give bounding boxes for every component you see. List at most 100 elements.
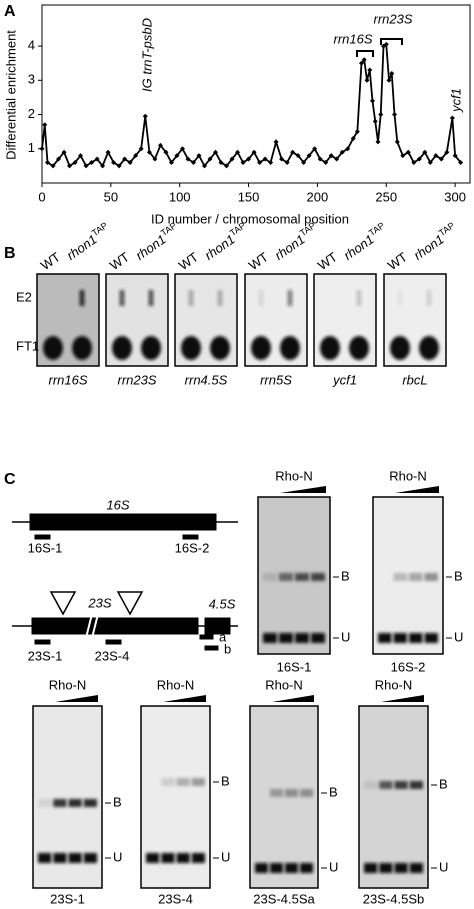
y-tick-label: 4 (28, 38, 35, 53)
data-point (89, 159, 95, 165)
gel-band (311, 633, 325, 643)
gel-name: 16S-2 (391, 659, 426, 674)
data-point (422, 149, 428, 155)
gel-band (393, 633, 407, 643)
gel-band (176, 778, 190, 786)
gel-band (424, 633, 438, 643)
data-point (94, 156, 100, 162)
gene-label: 4.5S (209, 596, 236, 611)
data-point (369, 98, 375, 104)
lane-superscript: TAP (90, 221, 110, 239)
bracket (380, 38, 403, 45)
data-point (201, 163, 207, 169)
data-point (273, 139, 279, 145)
data-point (306, 153, 312, 159)
band-label: U (113, 849, 122, 864)
data-point (312, 146, 318, 152)
gel-band (72, 336, 92, 360)
gel-name: 23S-4.5Sa (253, 891, 315, 906)
band-label: U (454, 629, 463, 644)
data-point (375, 139, 381, 145)
gel-band (255, 863, 268, 873)
gel-band (112, 336, 132, 360)
protein-label: Rho-N (49, 677, 87, 692)
gel-band (285, 789, 298, 797)
gel-band (210, 336, 230, 360)
gel-band (285, 863, 298, 873)
data-point (345, 146, 351, 152)
gel-band (364, 863, 378, 873)
data-point (42, 122, 48, 128)
gel-band (356, 290, 362, 306)
data-point (196, 153, 202, 159)
gel-name: 23S-4.5Sb (363, 891, 424, 906)
protein-label: Rho-N (389, 468, 427, 483)
gel-band (161, 778, 175, 786)
band-label: B (341, 568, 350, 583)
data-point (39, 146, 45, 152)
data-point (133, 153, 139, 159)
annotation: IG trnT-psbD (139, 18, 154, 92)
data-point (100, 163, 106, 169)
data-point (207, 156, 213, 162)
data-point (405, 149, 411, 155)
data-point (444, 149, 450, 155)
data-point (213, 149, 219, 155)
gel-band (161, 853, 175, 863)
data-point (394, 139, 400, 145)
gel-band (146, 853, 160, 863)
lane-label: WT (385, 249, 410, 273)
lane-label: rhon1TAP (410, 221, 461, 264)
gene-label: 16S (106, 497, 129, 512)
gel-name: 23S-4 (158, 891, 193, 906)
lane-label: WT (107, 249, 132, 273)
gel-band (141, 336, 161, 360)
data-line (41, 42, 462, 168)
data-point (378, 112, 384, 118)
band-label: U (329, 859, 338, 874)
lane-label: WT (315, 249, 340, 273)
gel-band (263, 573, 277, 581)
gel-band (181, 336, 201, 360)
gel-band (379, 863, 393, 873)
x-tick-label: 0 (38, 189, 45, 204)
gel-band (217, 290, 223, 306)
gene-label: rbcL (402, 372, 427, 387)
data-point (392, 112, 398, 118)
band-label: B (221, 773, 230, 788)
band-label: B (329, 784, 338, 799)
data-point (56, 156, 62, 162)
gel-band (43, 336, 63, 360)
gel-band (390, 336, 410, 360)
gene-label: rrn16S (48, 372, 87, 387)
probe-label: 23S-4 (95, 648, 130, 663)
panel-label: C (4, 471, 16, 488)
panel-label: A (4, 3, 16, 20)
data-point (383, 41, 389, 47)
gel-band (378, 633, 392, 643)
gel-band (258, 290, 264, 306)
data-point (224, 163, 230, 169)
y-axis-label: Differential enrichment (3, 30, 18, 160)
gel-band (83, 799, 97, 807)
data-point (142, 113, 148, 119)
data-point (138, 146, 144, 152)
data-point (240, 159, 246, 165)
gel-band (426, 290, 432, 306)
gel-band (300, 789, 313, 797)
data-point (127, 159, 133, 165)
data-point (433, 153, 439, 159)
data-point (78, 153, 84, 159)
gel-band (279, 573, 293, 581)
x-axis-label: ID number / chromosomal position (151, 211, 349, 226)
y-tick-label: 2 (28, 106, 35, 121)
data-point (268, 159, 274, 165)
wedge (163, 695, 206, 702)
y-tick-label: 3 (28, 72, 35, 87)
gel-band (300, 863, 313, 873)
annotation: rrn16S (333, 31, 372, 46)
data-point (361, 57, 367, 63)
data-point (72, 159, 78, 165)
wedge (280, 486, 326, 493)
data-point (449, 115, 455, 121)
